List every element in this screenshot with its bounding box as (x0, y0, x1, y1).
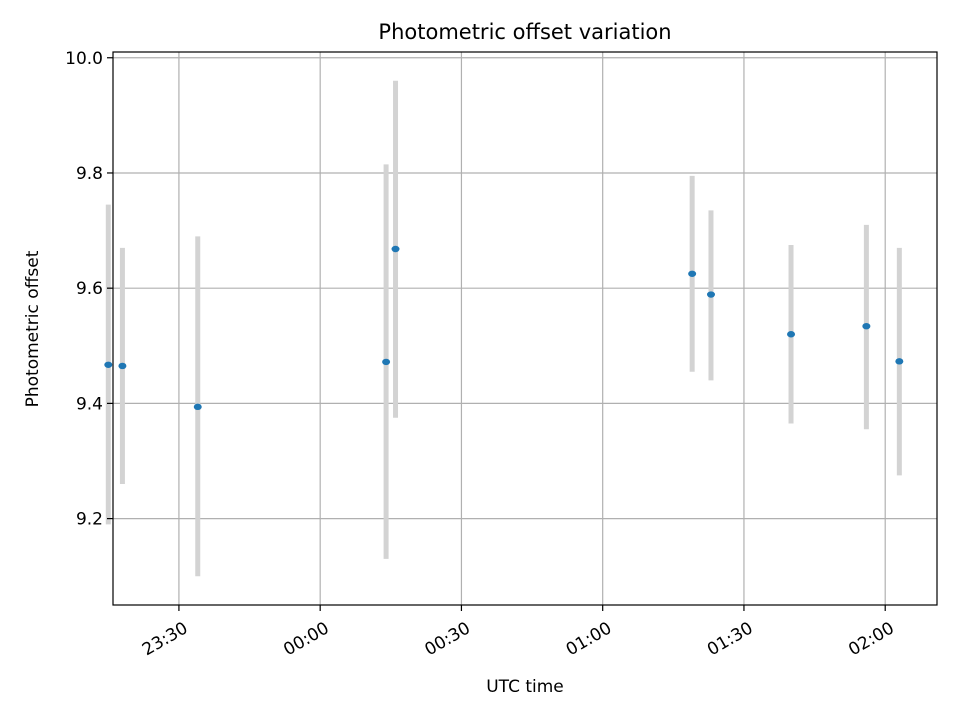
grid-layer (113, 52, 937, 605)
x-tick-label: 01:30 (704, 618, 756, 660)
x-tick-label: 00:00 (280, 618, 332, 660)
data-point (193, 403, 202, 411)
y-tick-label: 9.8 (76, 164, 103, 184)
data-point (787, 331, 796, 338)
data-point (706, 291, 715, 298)
data-point (104, 361, 113, 368)
x-tick-label: 00:30 (421, 618, 473, 660)
data-point (688, 270, 697, 277)
data-points (104, 245, 904, 411)
x-tick-label: 23:30 (139, 618, 191, 660)
plot-frame (112, 51, 938, 606)
y-axis-label: Photometric offset (23, 250, 43, 407)
x-tick-label: 02:00 (845, 618, 897, 660)
x-tick-label: 01:00 (563, 618, 615, 660)
y-tick-label: 10.0 (65, 49, 103, 69)
error-bars (105, 80, 902, 577)
data-point (391, 245, 400, 253)
chart-title: Photometric offset variation (378, 20, 671, 44)
data-point (862, 322, 871, 330)
axis-ticks: 23:30 00:00 00:30 01:00 01:30 02:00 9.2 9.4 9.6 9… (65, 49, 898, 660)
data-point (895, 358, 904, 365)
y-tick-label: 9.2 (76, 510, 103, 530)
y-tick-label: 9.4 (76, 394, 103, 414)
data-point (382, 358, 391, 366)
x-axis-label: UTC time (486, 677, 564, 697)
data-point (118, 362, 127, 370)
y-tick-label: 9.6 (76, 279, 103, 299)
